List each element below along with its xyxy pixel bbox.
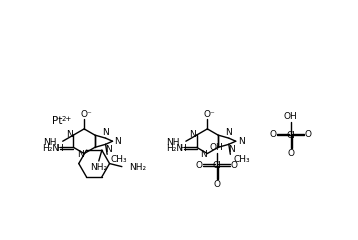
- Text: O⁻: O⁻: [204, 110, 216, 119]
- Text: H: H: [56, 144, 63, 153]
- Text: Pt: Pt: [52, 116, 62, 126]
- Text: N: N: [200, 150, 207, 159]
- Text: OH: OH: [210, 143, 223, 152]
- Text: N: N: [238, 137, 245, 146]
- Text: O⁻: O⁻: [81, 110, 92, 119]
- Text: N: N: [226, 128, 232, 137]
- Text: H: H: [179, 144, 186, 153]
- Text: O: O: [305, 130, 312, 139]
- Text: O: O: [231, 161, 238, 170]
- Text: NH: NH: [43, 138, 57, 147]
- Text: N: N: [66, 130, 73, 139]
- Text: Cl: Cl: [212, 161, 221, 170]
- Text: Cl: Cl: [286, 131, 295, 140]
- Text: O: O: [269, 130, 276, 139]
- Text: O: O: [214, 180, 221, 189]
- Text: CH₃: CH₃: [233, 155, 250, 164]
- Text: N: N: [189, 130, 196, 139]
- Text: CH₃: CH₃: [110, 155, 127, 164]
- Text: OH: OH: [284, 112, 297, 121]
- Text: H₂N: H₂N: [43, 144, 60, 153]
- Text: N: N: [77, 150, 84, 159]
- Text: O: O: [288, 149, 295, 158]
- Text: NH₂: NH₂: [90, 163, 107, 172]
- Text: H₂N: H₂N: [166, 144, 183, 153]
- Text: 2+: 2+: [62, 116, 72, 122]
- Text: N: N: [102, 128, 109, 137]
- Text: O: O: [195, 161, 202, 170]
- Text: N: N: [105, 145, 112, 154]
- Text: NH₂: NH₂: [129, 163, 146, 172]
- Text: N: N: [115, 137, 121, 146]
- Text: NH: NH: [166, 138, 180, 147]
- Text: N: N: [228, 145, 235, 154]
